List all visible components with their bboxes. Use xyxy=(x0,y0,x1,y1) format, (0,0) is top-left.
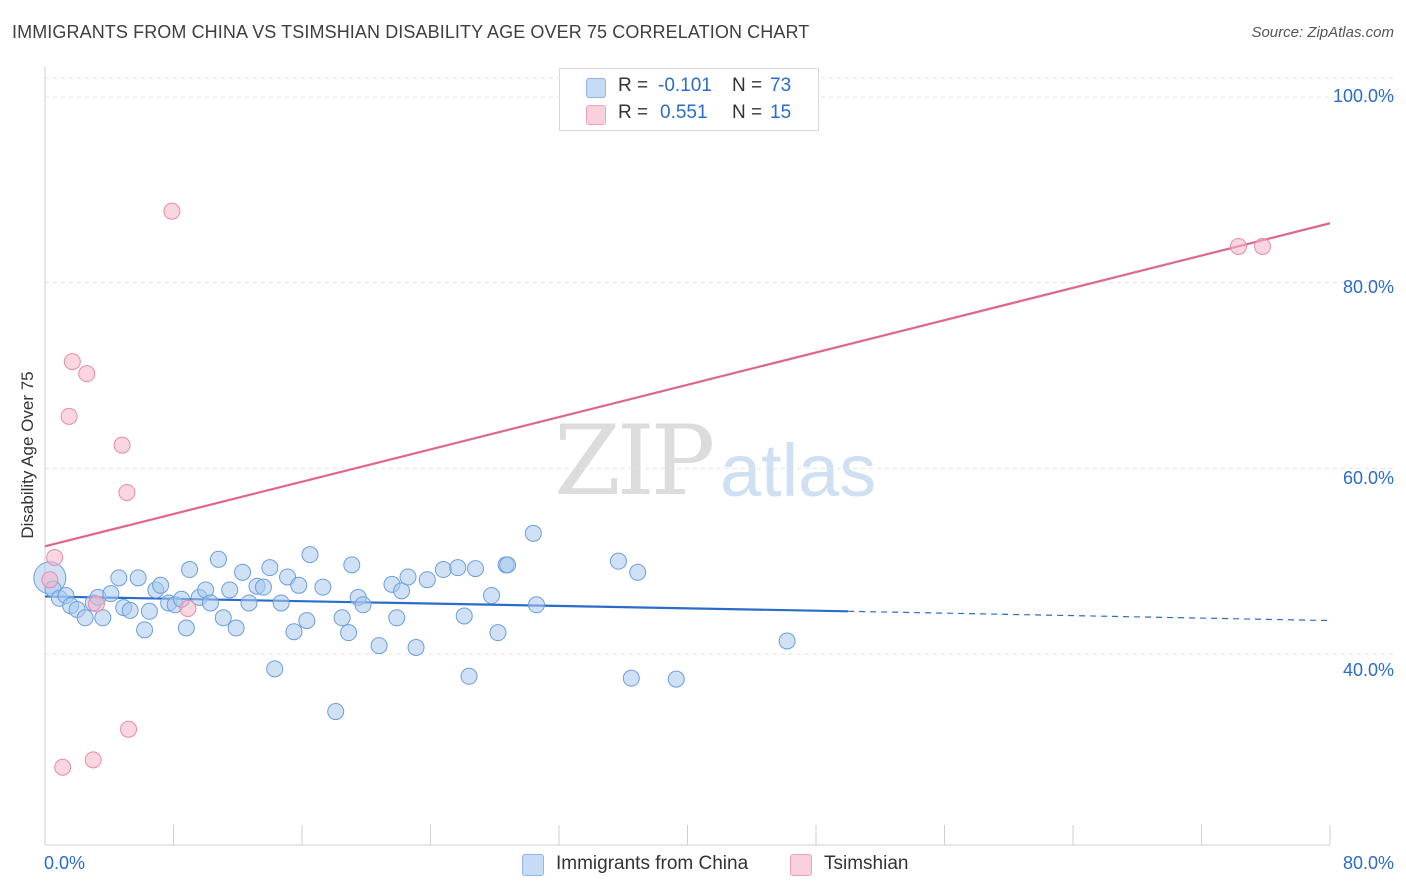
legend-n-value: 15 xyxy=(770,102,792,123)
china-point xyxy=(102,585,120,603)
china-point xyxy=(418,571,436,589)
tsimshian-point xyxy=(63,353,81,371)
china-point xyxy=(455,607,473,625)
china-point xyxy=(121,601,139,619)
china-point xyxy=(254,578,272,596)
tsimshian-point xyxy=(41,571,59,589)
china-point xyxy=(298,612,316,630)
tsimshian-point xyxy=(78,365,96,383)
china-point xyxy=(152,576,170,594)
legend-n-label: N = xyxy=(732,102,763,123)
china-point xyxy=(609,552,627,570)
tsimshian-point xyxy=(60,407,78,425)
tsimshian-point xyxy=(1229,237,1247,255)
china-point xyxy=(528,596,546,614)
watermark-atlas: atlas xyxy=(720,429,877,512)
china-point xyxy=(181,561,199,579)
china-point xyxy=(240,594,258,612)
tsimshian-point xyxy=(54,758,72,776)
legend-r-value: 0.551 xyxy=(660,102,708,123)
legend-swatch-tsimshian xyxy=(790,854,812,876)
tsimshian-trend-line xyxy=(44,222,1331,548)
legend-swatch-tsimshian xyxy=(586,105,606,125)
axes-lines xyxy=(44,67,1331,846)
china-point xyxy=(221,581,239,599)
china-point xyxy=(76,609,94,627)
x-tick-label: 0.0% xyxy=(44,853,86,873)
y-axis-label: Disability Age Over 75 xyxy=(18,371,37,539)
tsimshian-point xyxy=(84,751,102,769)
china-point xyxy=(370,637,388,655)
china-point xyxy=(290,576,308,594)
tsimshian-point xyxy=(118,483,136,501)
source-label: Source: ZipAtlas.com xyxy=(1251,24,1394,41)
china-point xyxy=(136,621,154,639)
china-point xyxy=(499,556,517,574)
tsimshian-point xyxy=(163,202,181,220)
china-point xyxy=(285,623,303,641)
tsimshian-point xyxy=(120,720,138,738)
tsimshian-point xyxy=(1254,237,1272,255)
china-point xyxy=(327,703,345,721)
china-point xyxy=(201,594,219,612)
china-point xyxy=(343,556,361,574)
legend-label: Immigrants from China xyxy=(556,853,749,874)
china-point xyxy=(94,609,112,627)
legend-r-value: -0.101 xyxy=(658,75,712,96)
legend-r-label: R = xyxy=(618,102,649,123)
china-point xyxy=(272,594,290,612)
china-point xyxy=(140,602,158,620)
china-point xyxy=(622,669,640,687)
china-point xyxy=(466,560,484,578)
legend-r-label: R = xyxy=(618,75,649,96)
china-point xyxy=(434,561,452,579)
chart-title: IMMIGRANTS FROM CHINA VS TSIMSHIAN DISAB… xyxy=(12,22,810,42)
china-point xyxy=(209,550,227,568)
legend-n-label: N = xyxy=(732,75,763,96)
china-point xyxy=(110,569,128,587)
china-point xyxy=(354,596,372,614)
china-point xyxy=(407,639,425,657)
china-point xyxy=(333,609,351,627)
legend-swatch-china xyxy=(522,854,544,876)
china-point xyxy=(629,563,647,581)
x-tick-label: 80.0% xyxy=(1342,853,1394,873)
china-point xyxy=(460,667,478,685)
data-points xyxy=(33,202,1272,776)
china-point xyxy=(261,559,279,577)
watermark-zip: ZIP xyxy=(554,405,715,517)
legend-swatch-china xyxy=(586,78,606,98)
tsimshian-point xyxy=(113,436,131,454)
china-point xyxy=(399,568,417,586)
y-tick-label: 80.0% xyxy=(1342,277,1394,297)
legend-label: Tsimshian xyxy=(824,853,909,874)
china-point xyxy=(301,546,319,564)
stats-legend: R = -0.101 N = 73 R = 0.551 N = 15 xyxy=(559,68,819,131)
china-point xyxy=(129,569,147,587)
china-point xyxy=(483,587,501,605)
tsimshian-point xyxy=(87,595,105,613)
china-point xyxy=(266,660,284,678)
legend-n-value: 73 xyxy=(770,75,792,96)
china-point xyxy=(667,670,685,688)
china-point xyxy=(177,619,195,637)
china-point xyxy=(214,609,232,627)
china-point xyxy=(524,524,542,542)
china-point xyxy=(314,578,332,596)
china-point xyxy=(393,582,411,600)
china-trend-extension xyxy=(848,610,1331,622)
china-point xyxy=(489,624,507,642)
china-point xyxy=(778,632,796,650)
china-point xyxy=(388,609,406,627)
tsimshian-point xyxy=(46,548,64,566)
tsimshian-point xyxy=(179,600,197,618)
y-tick-label: 100.0% xyxy=(1332,86,1394,106)
china-point xyxy=(449,559,467,577)
y-tick-label: 60.0% xyxy=(1342,468,1394,488)
china-point xyxy=(234,563,252,581)
china-point xyxy=(227,619,245,637)
y-tick-label: 40.0% xyxy=(1342,660,1394,680)
china-point xyxy=(340,624,358,642)
